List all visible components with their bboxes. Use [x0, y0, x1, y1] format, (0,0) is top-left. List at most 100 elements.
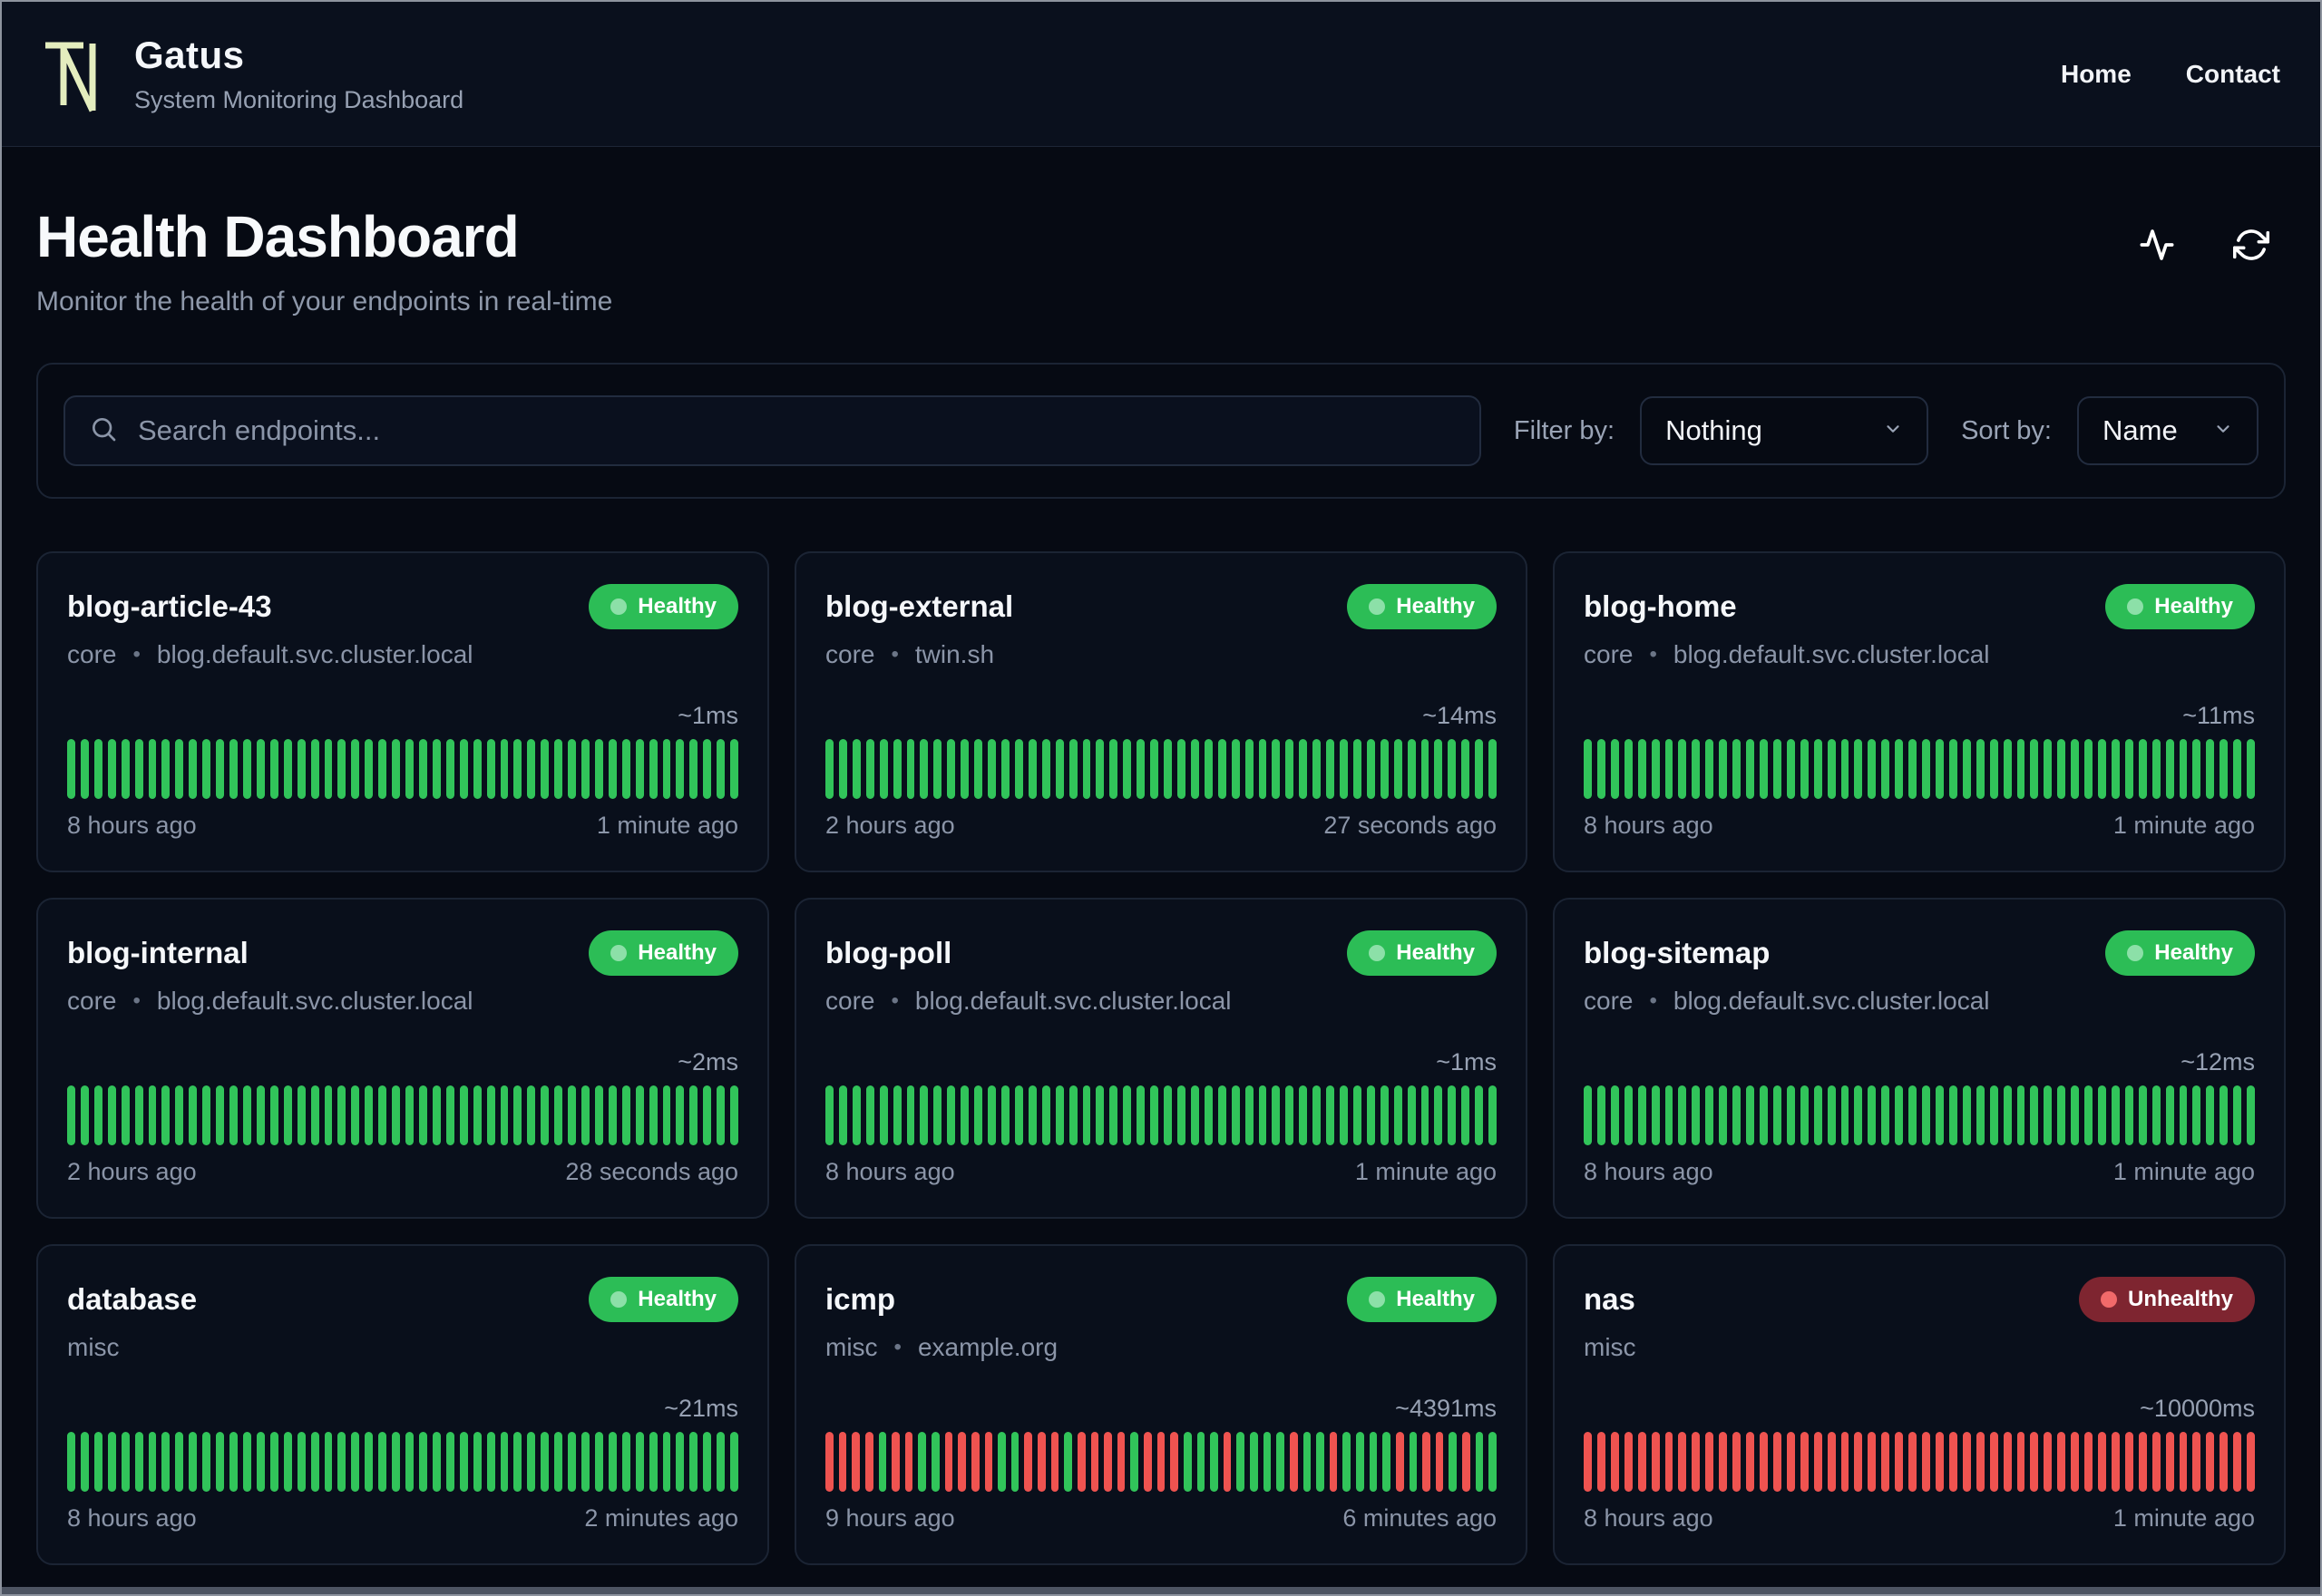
uptime-bar-up[interactable] [1786, 1085, 1795, 1145]
uptime-bar-up[interactable] [933, 1085, 942, 1145]
uptime-bar-up[interactable] [486, 1432, 495, 1492]
uptime-bar-up[interactable] [838, 739, 847, 799]
uptime-bar-down[interactable] [2084, 1432, 2093, 1492]
uptime-bar-up[interactable] [932, 1432, 940, 1492]
uptime-bar-up[interactable] [1393, 739, 1402, 799]
uptime-bar-up[interactable] [445, 1085, 454, 1145]
uptime-bar-up[interactable] [730, 739, 739, 799]
uptime-bar-up[interactable] [1326, 1085, 1335, 1145]
uptime-bar-down[interactable] [1895, 1432, 1904, 1492]
uptime-bar-up[interactable] [2179, 739, 2188, 799]
uptime-bar-up[interactable] [1881, 739, 1890, 799]
uptime-bar-down[interactable] [1705, 1432, 1714, 1492]
uptime-bar-up[interactable] [1922, 1085, 1930, 1145]
uptime-bar-up[interactable] [1800, 739, 1809, 799]
endpoint-card-database[interactable]: database Healthy misc ~21ms 8 hours ago 2 min… [36, 1244, 769, 1565]
uptime-bar-up[interactable] [80, 1432, 89, 1492]
uptime-bar-up[interactable] [1183, 1432, 1192, 1492]
uptime-bar-up[interactable] [2220, 1085, 2229, 1145]
uptime-bar-up[interactable] [134, 739, 143, 799]
nav-link-contact[interactable]: Contact [2185, 59, 2280, 88]
uptime-bar-down[interactable] [1610, 1432, 1619, 1492]
uptime-bar-up[interactable] [1800, 1085, 1809, 1145]
uptime-bar-up[interactable] [581, 1085, 590, 1145]
uptime-bar-up[interactable] [242, 1432, 251, 1492]
uptime-bar-up[interactable] [500, 739, 509, 799]
uptime-bar-up[interactable] [2138, 1085, 2147, 1145]
uptime-bar-up[interactable] [378, 739, 387, 799]
uptime-bar-up[interactable] [2233, 1085, 2242, 1145]
uptime-bar-up[interactable] [175, 739, 184, 799]
uptime-bar-up[interactable] [459, 1085, 468, 1145]
uptime-bar-up[interactable] [608, 1085, 617, 1145]
uptime-bar-up[interactable] [1137, 739, 1146, 799]
uptime-bar-up[interactable] [676, 1432, 685, 1492]
uptime-bar-up[interactable] [67, 739, 75, 799]
uptime-bar-up[interactable] [662, 739, 671, 799]
uptime-bar-down[interactable] [2057, 1432, 2066, 1492]
uptime-bar-up[interactable] [1041, 739, 1050, 799]
uptime-bar-up[interactable] [1316, 1432, 1324, 1492]
uptime-bar-up[interactable] [2124, 1085, 2133, 1145]
uptime-bar-up[interactable] [93, 1085, 102, 1145]
uptime-bar-down[interactable] [904, 1432, 913, 1492]
uptime-bar-up[interactable] [1678, 739, 1687, 799]
uptime-bar-up[interactable] [2111, 739, 2120, 799]
uptime-bar-down[interactable] [1692, 1432, 1701, 1492]
uptime-bar-up[interactable] [2084, 1085, 2093, 1145]
uptime-bar-up[interactable] [1068, 1085, 1078, 1145]
uptime-bar-up[interactable] [351, 1432, 360, 1492]
uptime-bar-up[interactable] [1868, 1085, 1877, 1145]
uptime-bar-up[interactable] [1164, 1085, 1172, 1145]
uptime-bar-up[interactable] [337, 739, 346, 799]
uptime-bar-up[interactable] [1840, 1085, 1849, 1145]
uptime-bar-up[interactable] [1813, 739, 1822, 799]
uptime-bar-down[interactable] [892, 1432, 900, 1492]
uptime-bar-up[interactable] [134, 1432, 143, 1492]
uptime-bar-down[interactable] [2030, 1432, 2039, 1492]
uptime-bar-up[interactable] [2206, 739, 2215, 799]
uptime-bar-up[interactable] [635, 739, 644, 799]
uptime-bar-up[interactable] [1204, 1085, 1213, 1145]
uptime-bar-down[interactable] [1827, 1432, 1836, 1492]
uptime-bar-up[interactable] [703, 739, 712, 799]
uptime-bar-up[interactable] [717, 739, 726, 799]
uptime-bar-up[interactable] [378, 1085, 387, 1145]
uptime-bar-up[interactable] [1137, 1085, 1146, 1145]
uptime-bar-up[interactable] [1380, 1085, 1389, 1145]
uptime-bar-up[interactable] [1827, 1085, 1836, 1145]
uptime-bar-down[interactable] [1854, 1432, 1863, 1492]
uptime-bar-up[interactable] [1409, 1432, 1418, 1492]
uptime-bar-up[interactable] [920, 739, 929, 799]
uptime-bar-up[interactable] [1840, 739, 1849, 799]
uptime-bar-up[interactable] [148, 739, 157, 799]
uptime-bar-up[interactable] [1448, 1085, 1457, 1145]
uptime-bar-up[interactable] [1231, 1085, 1240, 1145]
uptime-bar-up[interactable] [1759, 1085, 1768, 1145]
uptime-bar-up[interactable] [1935, 1085, 1944, 1145]
uptime-bar-up[interactable] [310, 739, 319, 799]
uptime-bar-up[interactable] [1732, 739, 1742, 799]
uptime-bar-down[interactable] [2098, 1432, 2106, 1492]
uptime-bar-up[interactable] [838, 1085, 847, 1145]
uptime-bar-down[interactable] [2016, 1432, 2025, 1492]
uptime-bar-up[interactable] [676, 739, 685, 799]
uptime-bar-up[interactable] [459, 739, 468, 799]
uptime-bar-up[interactable] [988, 1085, 996, 1145]
uptime-bar-down[interactable] [1050, 1432, 1059, 1492]
uptime-bar-up[interactable] [405, 1085, 414, 1145]
uptime-bar-up[interactable] [717, 1085, 726, 1145]
uptime-bar-up[interactable] [175, 1085, 184, 1145]
uptime-bar-up[interactable] [961, 1085, 970, 1145]
uptime-bar-up[interactable] [1475, 1432, 1484, 1492]
uptime-bar-up[interactable] [392, 1085, 401, 1145]
uptime-bar-up[interactable] [852, 1085, 861, 1145]
uptime-bar-up[interactable] [2016, 739, 2025, 799]
uptime-bar-up[interactable] [2247, 1085, 2256, 1145]
uptime-bar-up[interactable] [1272, 1085, 1281, 1145]
uptime-bar-up[interactable] [1989, 739, 1998, 799]
uptime-bar-up[interactable] [1190, 739, 1199, 799]
uptime-bar-up[interactable] [676, 1085, 685, 1145]
uptime-bar-up[interactable] [1434, 739, 1443, 799]
uptime-bar-down[interactable] [2071, 1432, 2080, 1492]
